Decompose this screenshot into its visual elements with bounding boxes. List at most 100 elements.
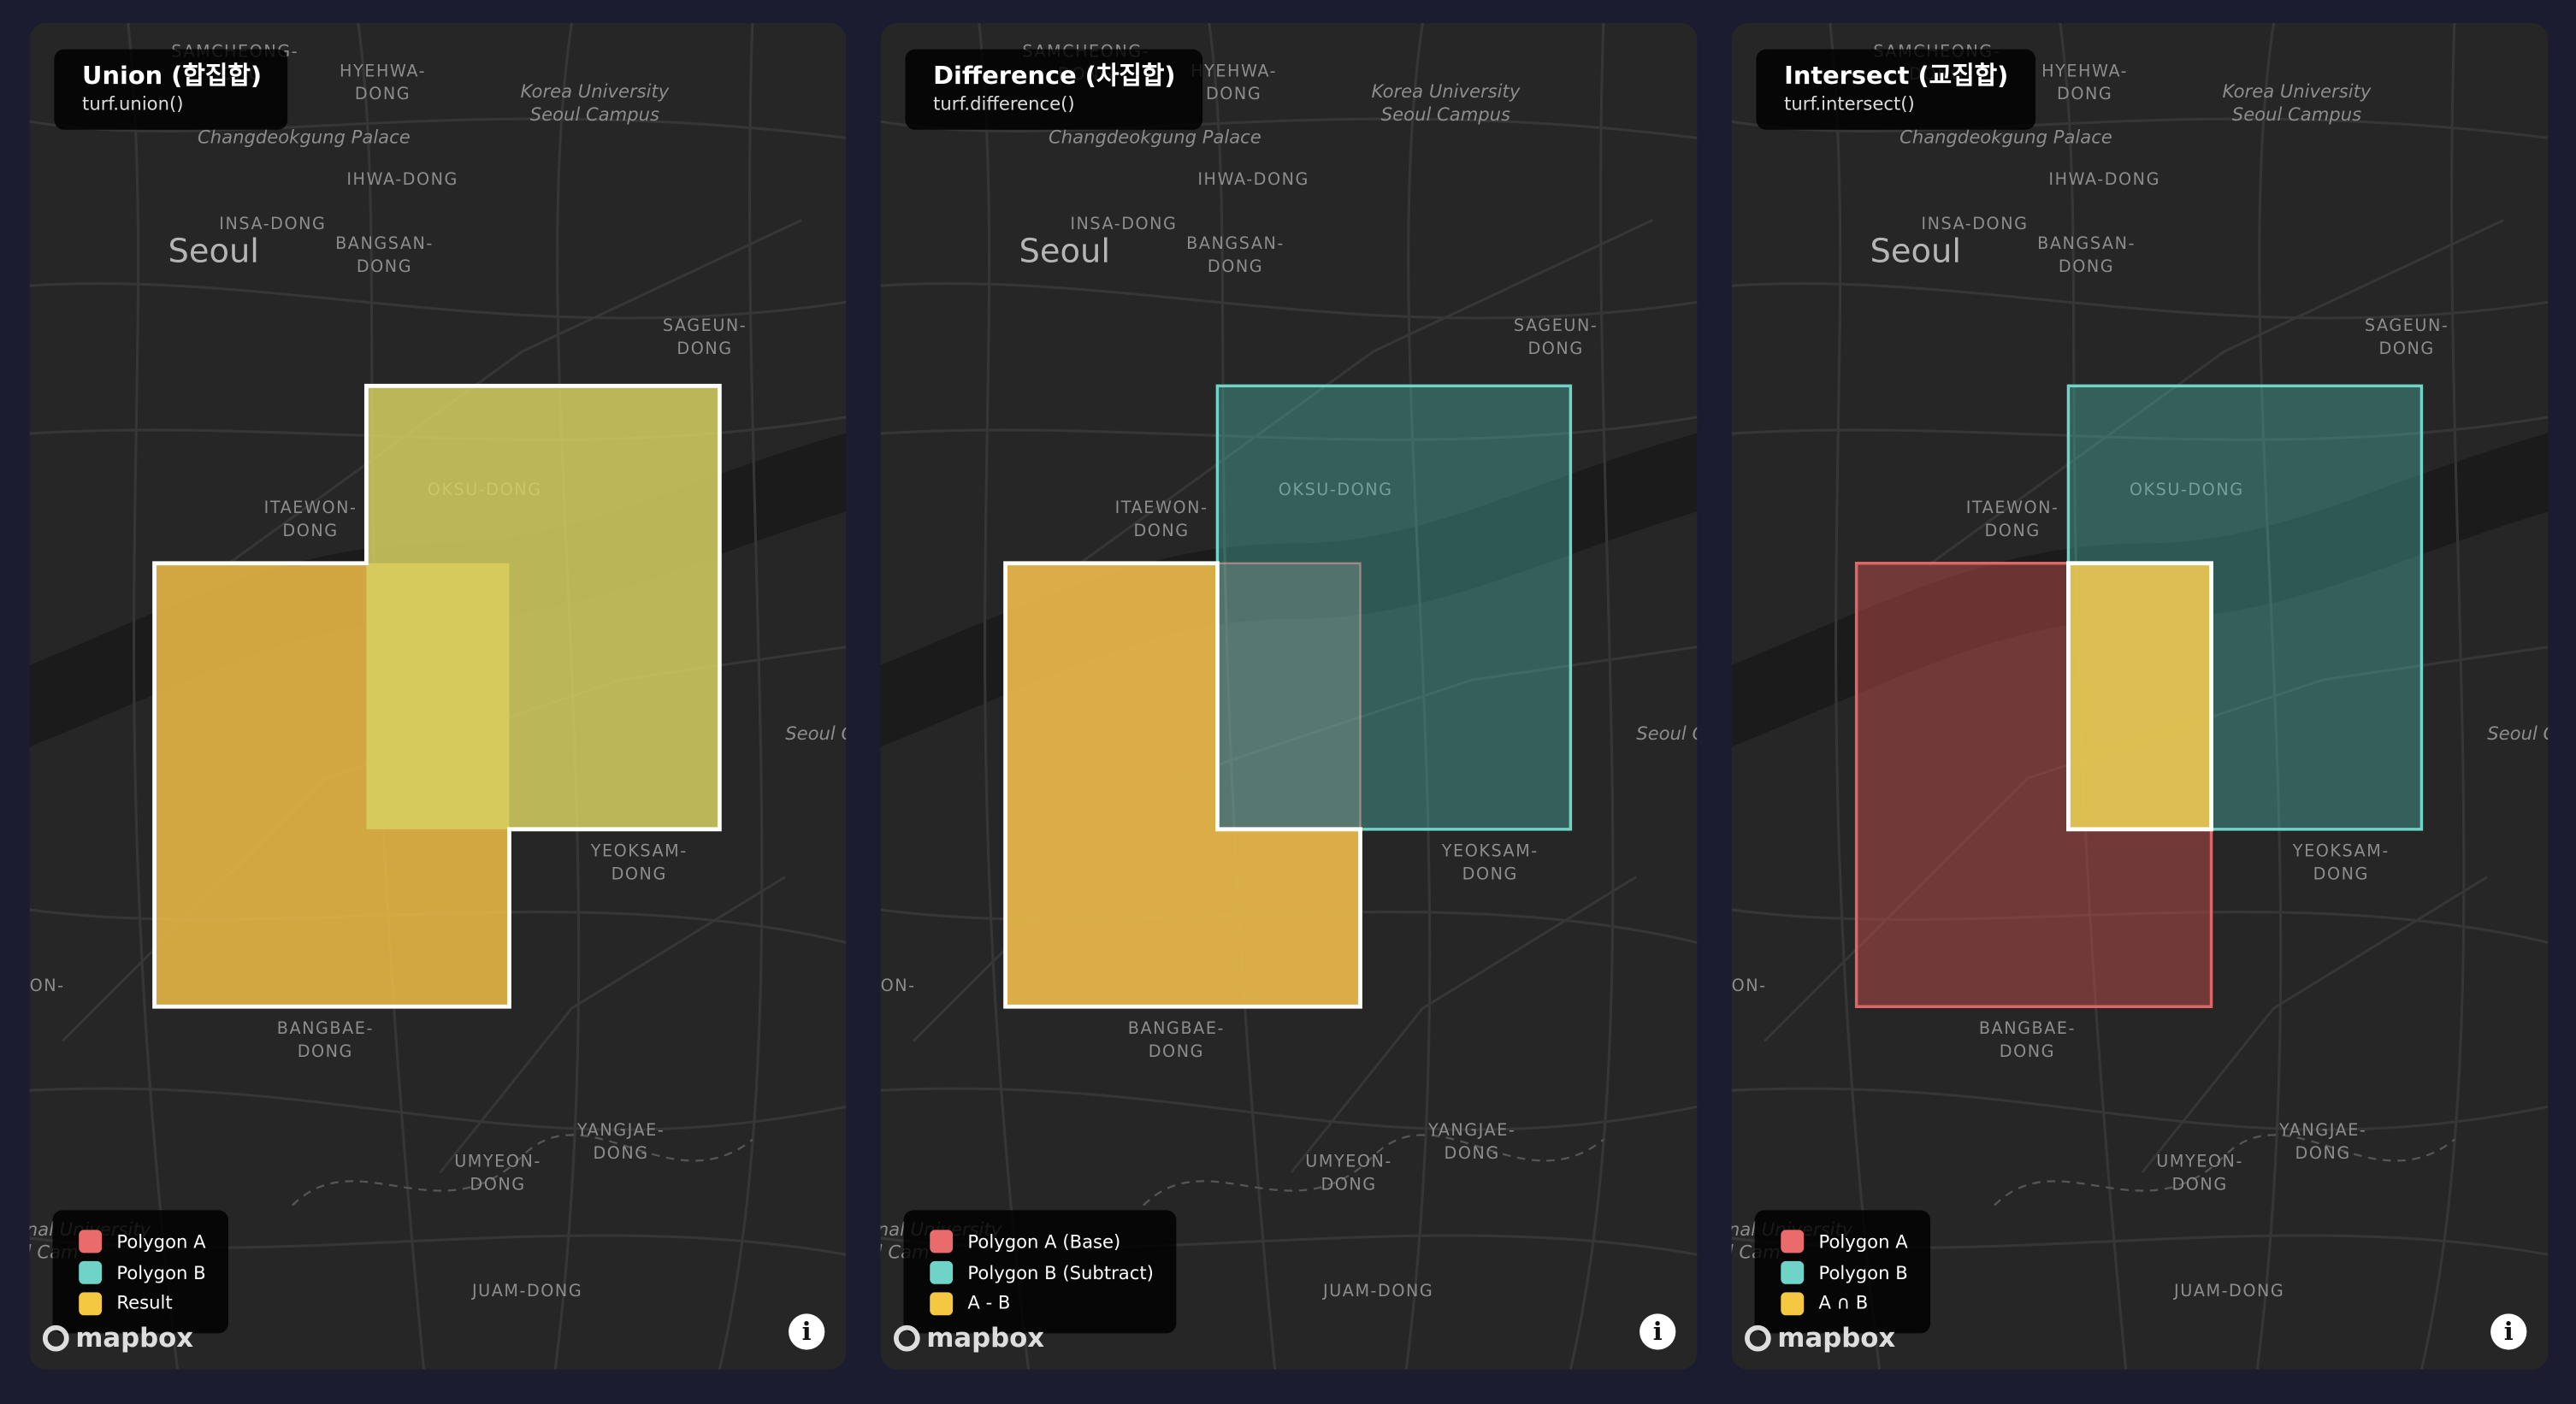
map-label-line: Changdeokgung Palace: [1049, 127, 1261, 148]
map-label-line: DONG: [612, 864, 667, 883]
mapbox-logo[interactable]: mapbox: [42, 1322, 193, 1353]
map-label-line: INSA-DONG: [1921, 214, 2028, 233]
map-label: HYEHWA- DONG: [340, 61, 426, 103]
map-label-line: BANGBAE-: [1128, 1018, 1225, 1038]
road: [2419, 22, 2466, 1370]
info-button[interactable]: i: [2490, 1313, 2527, 1350]
road: [1290, 876, 1638, 1174]
map-label: ON-: [1732, 976, 1767, 995]
map-label: Seoul C: [2487, 723, 2548, 744]
map-label: ON-: [30, 976, 65, 995]
map-label-line: DONG: [1133, 521, 1189, 540]
road: [1731, 1087, 2549, 1131]
result: [1003, 561, 1362, 1009]
map-label-line: DONG: [1527, 339, 1583, 358]
legend-swatch: [79, 1291, 103, 1315]
map-label-line: YANGJAE-: [576, 1120, 665, 1140]
map-label-line: Korea University: [1371, 80, 1520, 102]
map-label: BANGBAE- DONG: [1979, 1018, 2076, 1061]
map-label-line: YANGJAE-: [2278, 1120, 2366, 1140]
map-label: UMYEON- DONG: [1305, 1151, 1392, 1194]
map-label-line: YEOKSAM-: [590, 841, 688, 861]
map-label: UMYEON- DONG: [2156, 1151, 2243, 1194]
road: [2059, 22, 2128, 1370]
map-label-line: Seoul: [1870, 232, 1962, 270]
title-box: Intersect (교집합) turf.intersect(): [1756, 49, 2035, 130]
info-button[interactable]: i: [789, 1313, 825, 1350]
info-button[interactable]: i: [1640, 1313, 1676, 1350]
map-label: Seoul: [1870, 232, 1962, 270]
result-outline: [152, 383, 722, 1009]
map-label: BANGBAE- DONG: [277, 1018, 374, 1061]
road: [2141, 876, 2489, 1174]
road: [880, 117, 1698, 139]
panel-title: Intersect (교집합): [1784, 61, 2009, 91]
map-label-line: DONG: [2313, 864, 2369, 883]
map-label-line: ON-: [881, 976, 916, 995]
map-label-line: UMYEON-: [454, 1151, 541, 1171]
mapbox-logo[interactable]: mapbox: [1745, 1322, 1895, 1353]
map-label: JUAM-DONG: [2173, 1281, 2284, 1301]
map-label-line: Seoul Campus: [530, 103, 659, 125]
panel-subtitle: turf.union(): [82, 93, 184, 115]
road: [880, 1087, 1698, 1131]
map-label: UMYEON- DONG: [454, 1151, 541, 1194]
map-label-line: ITAEWON-: [1966, 498, 2059, 517]
map-label: Changdeokgung Palace: [1900, 127, 2112, 148]
map-label-line: DONG: [355, 84, 411, 103]
map-label-line: YEOKSAM-: [2292, 841, 2390, 861]
map-label-line: DONG: [2000, 1041, 2055, 1061]
polygon-b: [366, 386, 720, 829]
road: [1829, 22, 1882, 1370]
map-label-line: Seoul Campus: [2232, 103, 2361, 125]
mapbox-logo[interactable]: mapbox: [893, 1322, 1044, 1353]
legend-item: Result: [79, 1288, 205, 1318]
map-label: ON-: [881, 976, 916, 995]
legend: Polygon A Polygon B A ∩ B: [1754, 1210, 1931, 1334]
map-label: Korea University Seoul Campus: [2223, 80, 2372, 125]
map-label: IHWA-DONG: [1197, 169, 1309, 189]
map-label-line: Seoul C: [785, 723, 846, 744]
map-label: BANGBAE- DONG: [1128, 1018, 1225, 1061]
map-label-line: DONG: [1208, 257, 1263, 276]
map-label: Seoul C: [785, 723, 846, 744]
legend-label: A ∩ B: [1818, 1292, 1869, 1314]
road: [1928, 218, 2505, 566]
map-label-line: JUAM-DONG: [1322, 1281, 1433, 1301]
mapbox-icon: [893, 1324, 920, 1351]
map-label-line: HYEHWA-: [1191, 61, 1277, 80]
road: [1569, 22, 1615, 1370]
road: [29, 117, 847, 139]
map-label-line: IHWA-DONG: [1197, 169, 1309, 189]
road: [978, 22, 1031, 1370]
map-label-line: DONG: [1149, 1041, 1204, 1061]
legend-swatch: [1781, 1230, 1805, 1254]
map-label-line: OKSU-DONG: [1279, 480, 1393, 499]
map-label: Seoul: [168, 232, 259, 270]
map-label: JUAM-DONG: [471, 1281, 582, 1301]
title-box: Difference (차집합) turf.difference(): [905, 49, 1202, 130]
legend-item: Polygon B: [79, 1257, 206, 1288]
legend-item: A - B: [930, 1288, 1154, 1318]
legend-label: Polygon B: [116, 1261, 206, 1283]
road: [1731, 282, 2549, 320]
map-label-line: Korea University: [520, 80, 669, 102]
legend-swatch: [930, 1230, 954, 1254]
legend-label: Polygon A: [116, 1231, 206, 1254]
legend-label: Polygon A: [1818, 1231, 1908, 1254]
map-label: ITAEWON- DONG: [1115, 498, 1208, 540]
map-label-line: BANGBAE-: [277, 1018, 374, 1038]
map-label-line: DONG: [470, 1174, 525, 1194]
map-label-line: Seoul C: [2487, 723, 2548, 744]
map-label-line: ITAEWON-: [264, 498, 357, 517]
mapbox-icon: [42, 1324, 69, 1351]
road: [127, 22, 179, 1370]
map-label-line: BANGBAE-: [1979, 1018, 2076, 1038]
legend-swatch: [1781, 1260, 1805, 1284]
map-label: Seoul: [1019, 232, 1110, 270]
map-label-line: Korea University: [2223, 80, 2372, 102]
map-label: Seoul C: [1636, 723, 1697, 744]
map-label-line: DONG: [593, 1143, 648, 1163]
